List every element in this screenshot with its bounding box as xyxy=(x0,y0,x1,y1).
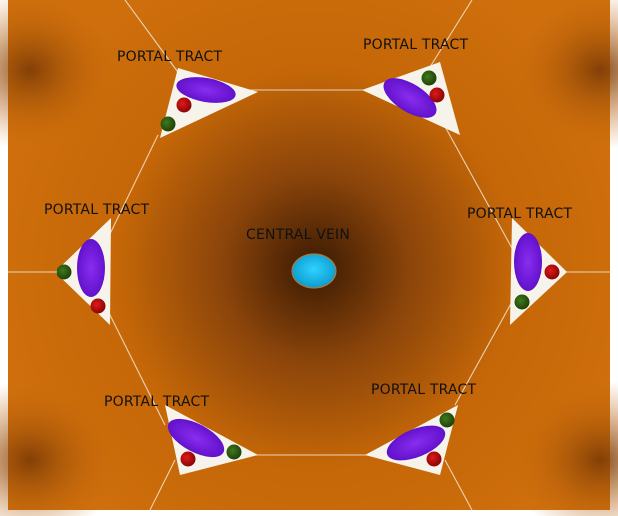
portal-tract-label-top-left: PORTAL TRACT xyxy=(117,49,222,65)
portal-vein-branch xyxy=(422,71,437,86)
central-vein xyxy=(292,254,336,288)
portal-vein-branch xyxy=(227,445,242,460)
hepatic-artery xyxy=(181,452,196,467)
hepatic-artery xyxy=(91,299,106,314)
hepatic-artery xyxy=(545,265,560,280)
portal-tract-label-left: PORTAL TRACT xyxy=(44,202,149,218)
bile-duct xyxy=(77,239,105,297)
hepatic-artery xyxy=(427,452,442,467)
portal-vein-branch xyxy=(57,265,72,280)
central-vein-label: CENTRAL VEIN xyxy=(246,227,350,243)
hepatic-artery xyxy=(430,88,445,103)
portal-vein-branch xyxy=(161,117,176,132)
portal-tract-label-right: PORTAL TRACT xyxy=(467,206,572,222)
hepatic-artery xyxy=(177,98,192,113)
portal-vein-branch xyxy=(440,413,455,428)
bile-duct xyxy=(514,233,542,291)
portal-vein-branch xyxy=(515,295,530,310)
portal-tract-label-bottom-right: PORTAL TRACT xyxy=(371,382,476,398)
portal-tract-label-top-right: PORTAL TRACT xyxy=(363,37,468,53)
portal-tract-label-bottom-left: PORTAL TRACT xyxy=(104,394,209,410)
